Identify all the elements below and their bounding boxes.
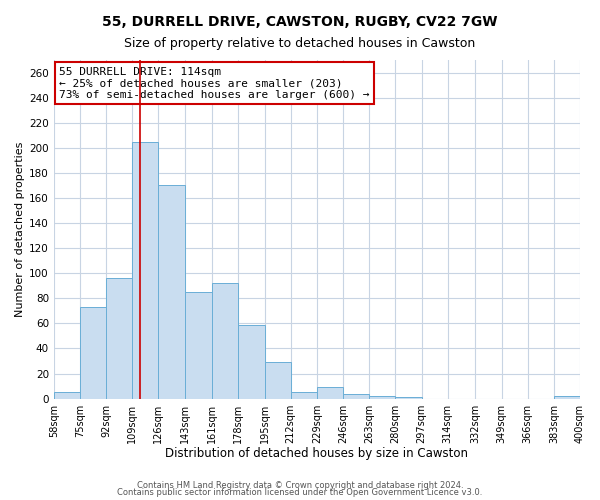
Text: 55, DURRELL DRIVE, CAWSTON, RUGBY, CV22 7GW: 55, DURRELL DRIVE, CAWSTON, RUGBY, CV22 … — [102, 15, 498, 29]
Text: 55 DURRELL DRIVE: 114sqm
← 25% of detached houses are smaller (203)
73% of semi-: 55 DURRELL DRIVE: 114sqm ← 25% of detach… — [59, 67, 370, 100]
Bar — [185, 292, 212, 399]
Text: Contains HM Land Registry data © Crown copyright and database right 2024.: Contains HM Land Registry data © Crown c… — [137, 480, 463, 490]
Text: Contains public sector information licensed under the Open Government Licence v3: Contains public sector information licen… — [118, 488, 482, 497]
Bar — [343, 394, 369, 398]
Y-axis label: Number of detached properties: Number of detached properties — [15, 142, 25, 317]
Bar — [265, 362, 291, 399]
Bar — [80, 307, 106, 398]
Bar — [369, 396, 395, 398]
Bar — [554, 396, 580, 398]
Bar — [317, 388, 343, 398]
Bar — [158, 186, 185, 398]
Bar — [54, 392, 80, 398]
Bar — [106, 278, 132, 398]
Bar — [212, 283, 238, 399]
Bar — [291, 392, 317, 398]
Bar — [132, 142, 158, 398]
X-axis label: Distribution of detached houses by size in Cawston: Distribution of detached houses by size … — [166, 447, 469, 460]
Text: Size of property relative to detached houses in Cawston: Size of property relative to detached ho… — [124, 38, 476, 51]
Bar — [238, 324, 265, 398]
